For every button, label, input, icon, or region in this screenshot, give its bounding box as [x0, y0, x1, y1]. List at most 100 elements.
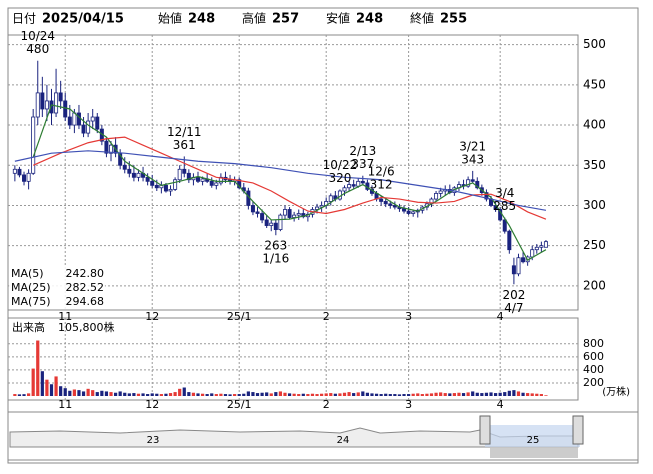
volume-bar [452, 393, 456, 396]
volume-bar [526, 393, 530, 396]
header-value: 248 [188, 12, 215, 27]
volume-bar [260, 392, 264, 396]
volume-bar [338, 393, 342, 396]
candle-body [521, 257, 526, 263]
annotation-date: 10/22 [323, 158, 358, 172]
volume-bar [269, 393, 273, 396]
volume-bar [535, 393, 539, 396]
candle-body [131, 172, 136, 178]
annotation-date: 3/4 [495, 186, 514, 200]
navigator-handle[interactable] [479, 415, 491, 445]
x-tick-label: 11 [58, 310, 72, 323]
y-tick-label: 200 [583, 278, 606, 292]
volume-bar [443, 393, 447, 396]
candle-body [511, 265, 516, 275]
volume-bar [411, 393, 415, 396]
price-panel [7, 34, 579, 311]
volume-bar [466, 392, 470, 396]
candle-body [104, 140, 109, 154]
volume-bar [329, 393, 333, 396]
volume-bar [219, 393, 223, 396]
volume-bar [45, 379, 49, 396]
volume-bar [333, 393, 337, 396]
volume-bar [306, 394, 310, 396]
volume-bar [27, 393, 31, 396]
volume-bar [388, 394, 392, 396]
candle-body [328, 195, 333, 202]
volume-bar [164, 393, 168, 396]
volume-bar [81, 391, 86, 396]
volume-bar [17, 394, 22, 396]
annotation-date: 12/6 [368, 164, 395, 178]
legend-name: MA(25) [11, 281, 51, 294]
candle-body [273, 222, 278, 230]
volume-bar [68, 390, 72, 396]
legend-value: 242.80 [66, 267, 105, 280]
volume-bar [352, 393, 356, 396]
legend-value: 282.52 [66, 281, 105, 294]
volume-bar [370, 393, 374, 396]
navigator-window[interactable] [485, 425, 580, 447]
annotation-date: 3/21 [459, 139, 486, 153]
volume-bar [210, 393, 214, 396]
candle-body [168, 188, 173, 192]
volume-bar [109, 392, 113, 396]
y-tick-label: 250 [583, 238, 606, 252]
volume-bar [416, 393, 420, 396]
volume-bar [104, 391, 109, 396]
candle-body [63, 100, 68, 118]
volume-bar [361, 391, 365, 396]
volume-unit: (万株) [602, 385, 630, 398]
volume-bar [265, 392, 269, 396]
volume-bar [512, 390, 516, 396]
navigator-handle[interactable] [572, 415, 584, 445]
volume-bar [402, 394, 406, 396]
header-label: 始値 [158, 11, 182, 26]
scrollbar[interactable] [490, 448, 578, 458]
candle-body [411, 211, 416, 214]
legend-name: MA(75) [11, 295, 51, 308]
volume-bar [379, 394, 383, 396]
volume-bar [283, 392, 287, 396]
volume-bar [242, 393, 246, 396]
volume-title: 出来高 [12, 320, 45, 334]
candle-body [177, 168, 182, 181]
volume-bar [255, 393, 260, 396]
annotation-value: 285 [493, 199, 516, 213]
annotation-value: 320 [328, 171, 351, 185]
candle-body [12, 168, 17, 174]
legend-box [9, 266, 105, 309]
candle-body [296, 213, 301, 216]
volume-bar [223, 394, 228, 396]
volume-bar [113, 392, 118, 396]
candle-body [351, 184, 356, 187]
candle-body [402, 208, 407, 212]
volume-bar [407, 394, 411, 396]
volume-bar [320, 393, 324, 396]
candle-body [127, 168, 132, 174]
volume-bar [324, 393, 328, 396]
candle-body [72, 112, 77, 126]
volume-bar [141, 393, 145, 396]
volume-bar [393, 394, 397, 396]
volume-bar [429, 393, 434, 396]
annotation-date: 10/24 [20, 29, 55, 43]
x-tick-label: 12 [145, 310, 159, 323]
volume-bar [448, 393, 452, 396]
volume-bar [274, 392, 278, 396]
candle-body [145, 176, 150, 182]
candle-body [54, 92, 59, 114]
candle-body [516, 257, 521, 275]
candle-body [182, 168, 187, 174]
candle-body [173, 179, 178, 190]
volume-bar [233, 394, 237, 396]
volume-bar [251, 392, 255, 396]
volume-bar [100, 390, 104, 396]
candle-body [109, 144, 114, 154]
candle-body [95, 116, 100, 130]
volume-bar [182, 387, 186, 396]
candle-body [195, 176, 201, 182]
volume-bar [544, 395, 548, 396]
volume-bar [397, 394, 402, 396]
